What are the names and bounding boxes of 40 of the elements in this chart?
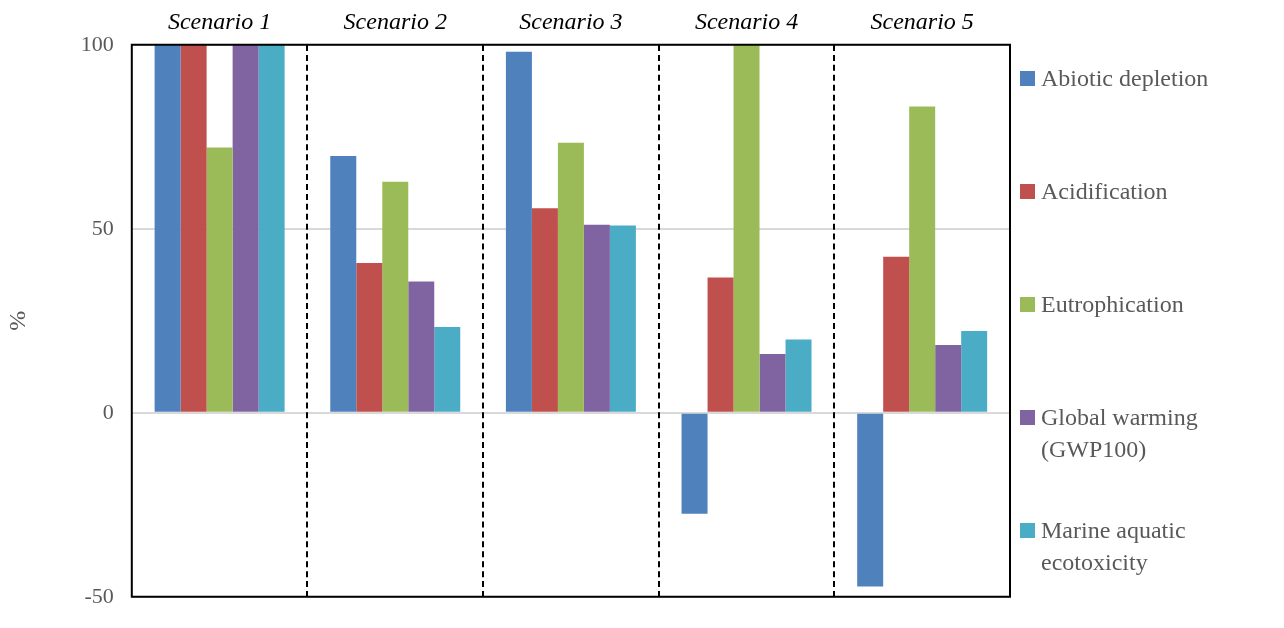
- y-tick-label: 50: [91, 214, 114, 240]
- bar: [759, 353, 786, 412]
- y-tick-label: -50: [84, 582, 114, 608]
- legend-label: Abiotic depletion: [1041, 64, 1209, 93]
- bar: [707, 277, 734, 412]
- bar: [583, 224, 610, 412]
- y-axis-title: %: [3, 310, 30, 331]
- bar: [206, 147, 233, 412]
- bar: [857, 413, 884, 587]
- x-tick-label: Scenario 4: [694, 7, 799, 34]
- bar: [557, 142, 584, 412]
- bar: [154, 44, 181, 412]
- bar: [733, 44, 760, 412]
- bar: [434, 327, 461, 412]
- bar: [681, 413, 708, 514]
- bar: [961, 331, 988, 412]
- bar: [883, 256, 910, 412]
- y-tick-label: 0: [102, 398, 114, 424]
- bar: [785, 339, 812, 412]
- bar: [356, 263, 383, 412]
- bar: [258, 44, 285, 412]
- bar: [408, 281, 435, 412]
- legend-label: Acidification: [1041, 177, 1168, 206]
- bar: [232, 44, 259, 412]
- bar: [909, 106, 936, 412]
- bar: [609, 225, 636, 412]
- bar: [330, 155, 357, 412]
- bar: [531, 208, 558, 412]
- x-tick-label: Scenario 3: [519, 7, 623, 34]
- x-tick-label: Scenario 5: [870, 7, 974, 34]
- bar: [935, 345, 962, 412]
- x-tick-label: Scenario 2: [343, 7, 447, 34]
- bar: [382, 181, 409, 412]
- legend-label: Global warming (GWP100): [1041, 403, 1199, 464]
- bar: [505, 51, 532, 412]
- y-tick-label: 100: [80, 30, 114, 56]
- legend-label: Marine aquatic ecotoxicity: [1041, 516, 1187, 577]
- legend-label: Eutrophication: [1041, 290, 1184, 319]
- x-tick-label: Scenario 1: [167, 7, 272, 34]
- bar: [180, 44, 207, 412]
